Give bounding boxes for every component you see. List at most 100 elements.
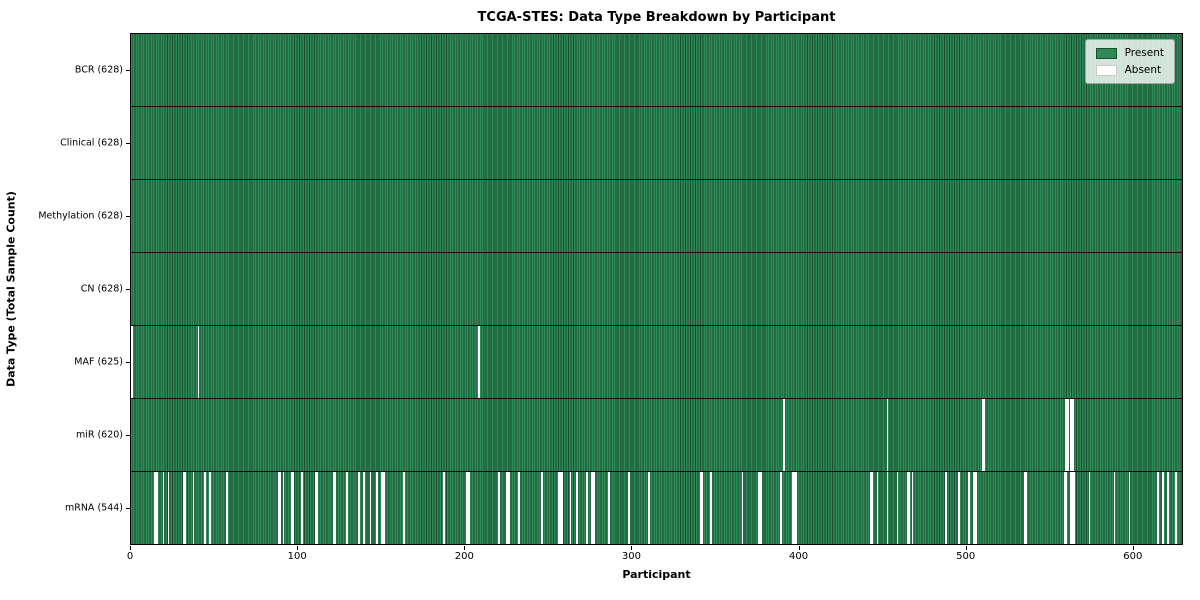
absent-stripe xyxy=(741,472,744,544)
absent-stripe xyxy=(381,472,385,544)
absent-stripe xyxy=(1070,399,1074,471)
absent-stripe xyxy=(968,472,971,544)
legend-entry-absent: Absent xyxy=(1095,64,1164,76)
absent-stripe xyxy=(197,326,200,398)
xtick-label-0: 0 xyxy=(126,551,134,562)
legend-swatch-absent xyxy=(1095,64,1117,76)
absent-stripe xyxy=(558,472,564,544)
xtick-mark xyxy=(631,546,633,550)
xtick-mark xyxy=(798,546,800,550)
absent-stripe xyxy=(167,472,170,544)
absent-stripe xyxy=(277,472,282,544)
xtick-mark xyxy=(464,546,466,550)
absent-stripe xyxy=(779,472,782,544)
x-axis-title: Participant xyxy=(622,568,691,581)
chart-title: TCGA-STES: Data Type Breakdown by Partic… xyxy=(477,10,836,25)
absent-stripe xyxy=(346,472,348,544)
absent-stripe xyxy=(1065,399,1069,471)
y-axis-title: Data Type (Total Sample Count) xyxy=(4,191,18,387)
absent-stripe xyxy=(791,472,797,544)
absent-stripe xyxy=(569,472,572,544)
absent-stripe xyxy=(192,472,195,544)
absent-stripe xyxy=(369,472,372,544)
absent-stripe xyxy=(291,472,295,544)
absent-stripe xyxy=(628,472,630,544)
lane-BCR xyxy=(131,34,1182,107)
absent-stripe xyxy=(608,472,610,544)
absent-stripe xyxy=(1113,472,1116,544)
legend-label-present: Present xyxy=(1124,47,1164,59)
absent-stripe xyxy=(576,472,579,544)
absent-stripe xyxy=(1023,472,1027,544)
absent-stripe xyxy=(477,326,480,398)
absent-stripe xyxy=(282,472,285,544)
absent-stripe xyxy=(758,472,762,544)
ytick-mark xyxy=(126,215,130,217)
absent-stripe xyxy=(541,472,544,544)
absent-stripe xyxy=(154,472,158,544)
lane-Methylation xyxy=(131,180,1182,253)
ytick-label-miR: miR (620) xyxy=(75,429,123,441)
absent-stripe xyxy=(699,472,704,544)
plot-area xyxy=(130,33,1183,545)
legend-label-absent: Absent xyxy=(1124,64,1162,76)
absent-stripe xyxy=(870,472,874,544)
xtick-mark xyxy=(130,546,131,550)
absent-stripe xyxy=(958,472,961,544)
absent-stripe xyxy=(1088,472,1091,544)
absent-stripe xyxy=(357,472,360,544)
xtick-mark xyxy=(297,546,299,550)
absent-stripe xyxy=(402,472,405,544)
absent-stripe xyxy=(466,472,470,544)
absent-stripe xyxy=(162,472,165,544)
ytick-mark xyxy=(126,508,130,510)
absent-stripe xyxy=(1156,472,1159,544)
absent-stripe xyxy=(1063,472,1067,544)
absent-stripe xyxy=(648,472,650,544)
absent-stripe xyxy=(332,472,337,544)
absent-stripe xyxy=(442,472,445,544)
lane-Clinical xyxy=(131,107,1182,180)
absent-stripe xyxy=(301,472,303,544)
xtick-label-100: 100 xyxy=(287,551,307,562)
absent-stripe xyxy=(182,472,187,544)
absent-stripe xyxy=(1128,472,1131,544)
absent-stripe xyxy=(586,472,589,544)
absent-stripe xyxy=(1161,472,1164,544)
ytick-label-Clinical: Clinical (628) xyxy=(60,137,123,149)
absent-stripe xyxy=(376,472,378,544)
absent-stripe xyxy=(204,472,207,544)
ytick-label-Methylation: Methylation (628) xyxy=(38,210,123,222)
absent-stripe xyxy=(314,472,318,544)
absent-stripe xyxy=(783,399,785,471)
xtick-label-200: 200 xyxy=(454,551,474,562)
absent-stripe xyxy=(945,472,947,544)
ytick-mark xyxy=(126,289,130,290)
ytick-mark xyxy=(126,362,130,364)
xtick-label-600: 600 xyxy=(1123,551,1143,562)
absent-stripe xyxy=(362,472,365,544)
xtick-mark xyxy=(1132,546,1134,550)
absent-stripe xyxy=(591,472,595,544)
ytick-label-CN: CN (628) xyxy=(80,283,123,295)
ytick-mark xyxy=(126,435,130,437)
ytick-mark xyxy=(126,69,130,71)
absent-stripe xyxy=(518,472,520,544)
lane-miR xyxy=(131,399,1182,472)
lane-CN xyxy=(131,253,1182,326)
ytick-label-MAF: MAF (625) xyxy=(74,356,123,368)
xtick-label-400: 400 xyxy=(789,551,809,562)
absent-stripe xyxy=(981,399,986,471)
absent-stripe xyxy=(911,472,914,544)
xtick-label-500: 500 xyxy=(956,551,976,562)
absent-stripe xyxy=(896,472,899,544)
absent-stripe xyxy=(226,472,228,544)
ytick-mark xyxy=(126,142,130,144)
absent-stripe xyxy=(1070,472,1076,544)
ytick-label-mRNA: mRNA (544) xyxy=(64,502,123,514)
legend: Present Absent xyxy=(1084,39,1175,84)
xtick-label-300: 300 xyxy=(621,551,641,562)
absent-stripe xyxy=(506,472,510,544)
absent-stripe xyxy=(131,326,133,398)
